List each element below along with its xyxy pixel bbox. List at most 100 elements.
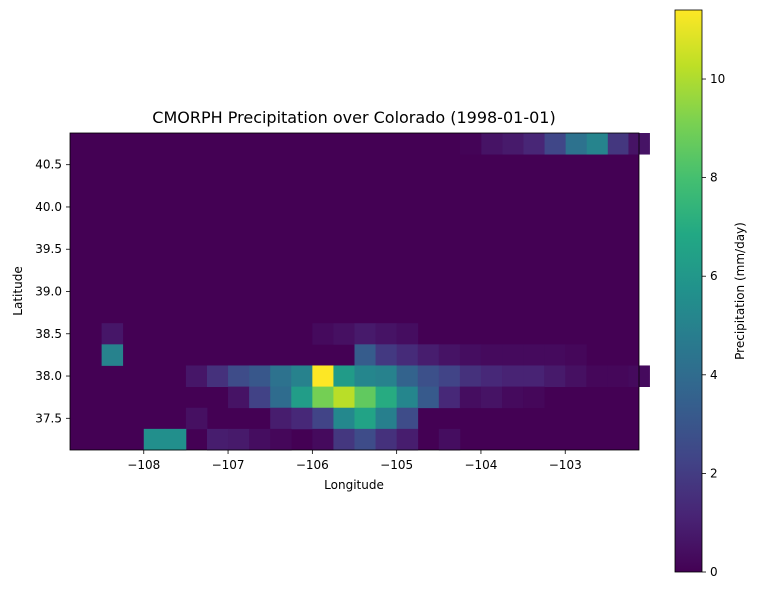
heatmap-cell [375,428,398,451]
chart-title: CMORPH Precipitation over Colorado (1998… [152,108,555,127]
y-tick-label: 38.0 [35,369,62,383]
heatmap-cell [164,428,187,451]
colorbar [674,9,703,573]
heatmap-cell [459,365,482,387]
heatmap-cell [565,133,587,155]
heatmap-cell [291,407,313,430]
heatmap-cell [270,428,292,451]
colorbar-label: Precipitation (mm/day) [733,222,747,360]
heatmap-cell [249,365,271,387]
y-tick-label: 38.5 [35,327,62,341]
heatmap-cell [480,386,503,409]
heatmap-cell [438,365,461,387]
heatmap-cell [228,365,250,387]
colorbar-tick-label: 6 [710,269,718,283]
x-axis-label: Longitude [324,478,384,492]
heatmap-cell [480,133,503,155]
heatmap-cell [101,323,124,345]
heatmap-cell [333,386,355,409]
heatmap-cell [523,365,545,387]
heatmap-cell [354,428,376,451]
heatmap-cell [270,386,292,409]
heatmap-cell [502,365,524,387]
heatmap-cell [565,365,587,387]
heatmap-cell [438,344,461,366]
heatmap-cell [333,428,355,451]
heatmap-cell [523,386,545,409]
heatmap-cell [459,386,482,409]
colorbar-tick-label: 10 [710,72,725,86]
heatmap-cell [396,407,419,430]
heatmap-cell [417,365,440,387]
heatmap-cell [375,344,398,366]
heatmap-cell [396,323,419,345]
heatmap-cell [544,365,566,387]
heatmap-cell [333,407,355,430]
heatmap-cell [375,386,398,409]
heatmap-cell [312,365,334,387]
heatmap-cell [312,428,334,451]
heatmap-cell [249,386,271,409]
heatmap-cell [523,344,545,366]
heatmap-cell [607,133,629,155]
y-tick-label: 37.5 [35,411,62,425]
heatmap-cell [396,386,419,409]
heatmap-cell [586,365,608,387]
heatmap-cell [206,365,229,387]
x-tick-label: −107 [212,458,245,472]
heatmap-cell [270,365,292,387]
y-tick-label: 40.5 [35,158,62,172]
heatmap-cell [312,407,334,430]
heatmap-cell [502,133,524,155]
heatmap-cell [459,344,482,366]
heatmap-cell [228,428,250,451]
y-axis-label: Latitude [11,266,25,315]
heatmap-cell [143,428,166,451]
x-tick-label: −108 [127,458,160,472]
heatmap-cell [291,365,313,387]
heatmap-cell [396,428,419,451]
heatmap-cell [480,365,503,387]
heatmap-cell [333,323,355,345]
heatmap-cell [544,344,566,366]
heatmap-cell [270,407,292,430]
colorbar-tick-label: 0 [710,565,718,579]
y-tick-label: 39.0 [35,285,62,299]
heatmap-cell [354,344,376,366]
heatmap-cell [438,386,461,409]
heatmap-cell [185,407,208,430]
heatmap-cell [502,344,524,366]
x-tick-label: −104 [464,458,497,472]
heatmap-cell [354,386,376,409]
colorbar-tick-label: 2 [710,466,718,480]
heatmap-cell [206,428,229,451]
heatmap-cell [586,133,608,155]
y-tick-label: 39.5 [35,242,62,256]
heatmap-cell [396,344,419,366]
heatmap-cell [502,386,524,409]
heatmap-cell [544,133,566,155]
heatmap-cell [185,365,208,387]
colorbar-ticks: 0 2 4 6 8 10 [702,72,725,579]
heatmap-cells [70,133,650,451]
heatmap-cell [291,386,313,409]
heatmap-cell [565,344,587,366]
heatmap-cell [417,344,440,366]
y-tick-label: 40.0 [35,200,62,214]
heatmap-cell [354,407,376,430]
heatmap-cell [459,133,482,155]
heatmap-cell [480,344,503,366]
heatmap-cell [333,365,355,387]
heatmap-cell [101,344,124,366]
x-tick-label: −103 [549,458,582,472]
heatmap-cell [438,428,461,451]
heatmap-cell [312,323,334,345]
heatmap-cell [354,365,376,387]
heatmap-cell [312,386,334,409]
heatmap-cell [417,386,440,409]
x-axis-ticks: −108 −107 −106 −105 −104 −103 [127,450,582,472]
heatmap-cell [375,365,398,387]
colorbar-tick-label: 8 [710,171,718,185]
heatmap-cell [375,323,398,345]
